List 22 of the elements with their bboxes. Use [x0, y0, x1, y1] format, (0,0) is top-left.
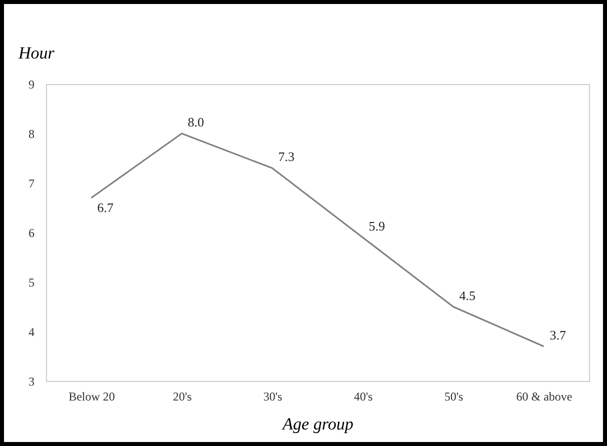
data-label: 5.9 [368, 218, 385, 234]
y-tick-label: 7 [28, 176, 34, 190]
y-tick-label: 8 [28, 127, 34, 141]
y-axis-title: Hour [18, 44, 55, 62]
data-label: 4.5 [459, 288, 476, 303]
line-series [90, 132, 545, 348]
x-axis-title: Age group [282, 414, 354, 434]
y-tick-label: 9 [28, 78, 34, 92]
y-tick-label: 4 [28, 325, 34, 339]
x-tick-label: 20's [172, 390, 192, 404]
y-tick-label: 6 [28, 226, 34, 240]
x-tick-label: 50's [444, 390, 464, 404]
x-tick-label: 30's [263, 390, 282, 404]
data-label: 6.7 [97, 200, 114, 215]
y-tick-label: 5 [28, 276, 34, 290]
x-tick-label: 40's [354, 390, 373, 404]
data-label: 7.3 [278, 149, 294, 164]
y-tick-label: 3 [28, 374, 34, 388]
data-label: 3.7 [550, 327, 566, 342]
x-tick-label: Below 20 [68, 390, 115, 404]
x-tick-label: 60 & above [516, 390, 572, 404]
data-label: 8.0 [188, 114, 204, 130]
